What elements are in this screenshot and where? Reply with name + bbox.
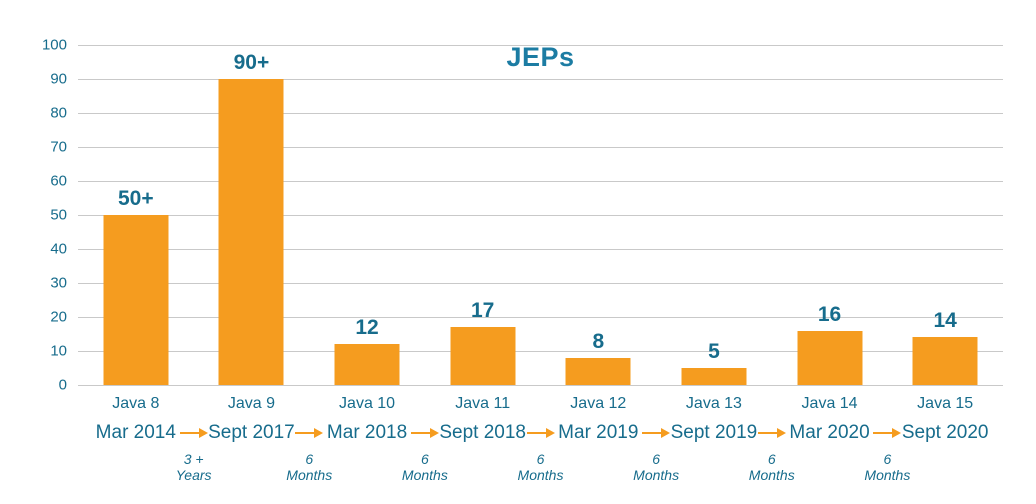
bar — [218, 79, 284, 385]
release-date-label: Mar 2018 — [326, 422, 408, 443]
bar-column-java-15: 14 — [887, 45, 1003, 385]
bar — [912, 337, 978, 385]
timeline-arrow-icon — [757, 427, 786, 439]
y-axis-tick-40: 40 — [50, 240, 67, 258]
bar-value-label: 14 — [933, 309, 957, 333]
bar-column-java-8: 50+ — [78, 45, 194, 385]
y-axis-tick-30: 30 — [50, 274, 67, 292]
bar-value-label: 90+ — [233, 51, 270, 74]
y-axis-tick-10: 10 — [50, 342, 67, 360]
bar-value-label: 17 — [471, 299, 495, 323]
bar — [681, 368, 747, 385]
release-date-label: Sept 2020 — [901, 422, 989, 443]
gap-duration-label: 6 Months — [864, 451, 911, 483]
version-label-java-10: Java 10 — [339, 395, 396, 412]
bar-column-java-13: 5 — [656, 45, 772, 385]
bar — [334, 344, 400, 385]
gridline-50: 50 — [50, 207, 1003, 224]
gap-duration-label: 6 Months — [517, 451, 564, 483]
gridline-100: 100 — [42, 37, 1003, 54]
timeline-arrow-icon — [873, 427, 902, 439]
bar-value-label: 16 — [817, 302, 842, 326]
version-label-java-15: Java 15 — [917, 395, 974, 412]
release-date-label: Mar 2019 — [558, 422, 639, 443]
gap-duration-label: 6 Months — [401, 451, 448, 483]
gridline-30: 30 — [50, 275, 1003, 292]
gridline-40: 40 — [50, 241, 1003, 258]
bar-value-label: 5 — [708, 340, 720, 363]
gridline-10: 10 — [50, 343, 1003, 360]
bar-column-java-9: 90+ — [194, 45, 310, 385]
y-axis-tick-80: 80 — [50, 104, 67, 122]
gridline-70: 70 — [50, 139, 1003, 156]
version-label-java-8: Java 8 — [112, 395, 160, 412]
bar — [103, 215, 169, 385]
chart-title: JEPs — [506, 42, 575, 72]
bar-column-java-11: 17 — [425, 45, 541, 385]
y-axis-tick-90: 90 — [50, 70, 67, 88]
gap-duration-label: 6 Months — [633, 451, 680, 483]
gridline-0: 0 — [59, 377, 1003, 394]
timeline-arrow-icon — [295, 427, 324, 439]
bar-column-java-12: 8 — [541, 45, 657, 385]
timeline-arrow-icon — [642, 427, 671, 439]
version-label-java-13: Java 13 — [685, 395, 742, 412]
gridline-60: 60 — [50, 173, 1003, 190]
version-label-java-9: Java 9 — [227, 395, 276, 412]
bar-column-java-10: 12 — [309, 45, 425, 385]
gridline-80: 80 — [50, 105, 1003, 122]
version-label-java-12: Java 12 — [570, 395, 627, 412]
gap-duration-label: 6 Months — [286, 451, 333, 483]
y-axis-tick-60: 60 — [50, 172, 67, 190]
y-axis-tick-20: 20 — [50, 308, 67, 326]
gridline-90: 90 — [50, 71, 1003, 88]
y-axis-tick-100: 100 — [41, 36, 67, 54]
version-label-java-14: Java 14 — [801, 395, 858, 412]
release-date-label: Mar 2014 — [95, 422, 176, 443]
bar — [450, 327, 516, 385]
y-axis-tick-70: 70 — [50, 138, 67, 156]
y-axis-tick-50: 50 — [50, 206, 67, 224]
bar-value-label: 50+ — [118, 187, 154, 210]
release-date-label: Sept 2019 — [670, 422, 758, 443]
timeline-arrow-icon — [179, 427, 208, 439]
gap-duration-label: 6 Months — [748, 451, 795, 483]
release-date-label: Sept 2017 — [208, 422, 295, 443]
bar-value-label: 8 — [592, 329, 605, 353]
bar — [797, 330, 863, 385]
gridline-20: 20 — [50, 309, 1003, 326]
timeline-arrow-icon — [526, 427, 555, 439]
release-date-label: Sept 2018 — [439, 422, 527, 443]
release-date-label: Mar 2020 — [789, 422, 870, 443]
y-axis-tick-0: 0 — [58, 376, 67, 394]
timeline-arrow-icon — [410, 427, 439, 439]
bar-value-label: 12 — [355, 316, 379, 340]
plot-area: 0 10 20 30 40 50 60 70 80 90 100 50+ 90+ 12 17 8 5 16 14 — [42, 37, 1003, 394]
x-axis-timeline: Java 8 Mar 2014 Java 9 Sept 2017 Java 10 Mar … — [78, 385, 1003, 504]
gap-duration-label: 3 + Years — [175, 451, 212, 483]
bar — [565, 357, 631, 385]
version-label-java-11: Java 11 — [455, 395, 511, 412]
bar-column-java-14: 16 — [772, 45, 888, 385]
